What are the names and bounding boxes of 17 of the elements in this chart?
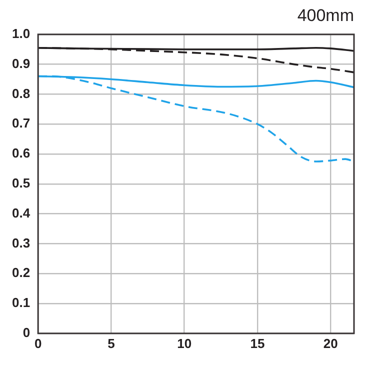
y-tick-label: 0.8 [12,86,30,101]
y-tick-label: 0.7 [12,116,30,131]
x-tick-label: 15 [250,336,265,351]
y-tick-label: 1.0 [12,26,30,41]
y-tick-label: 0.5 [12,175,30,190]
y-tick-label: 0.3 [12,235,30,250]
x-tick-label: 5 [108,336,115,351]
y-tick-label: 0.2 [12,265,30,280]
chart-title: 400mm [297,6,354,25]
y-tick-label: 0.9 [12,56,30,71]
x-tick-label: 10 [177,336,192,351]
y-tick-label: 0.4 [12,205,31,220]
y-tick-label: 0 [22,324,30,340]
y-tick-label: 0.6 [12,146,30,161]
x-tick-label: 20 [323,336,338,351]
x-tick-label: 0 [34,336,42,351]
y-tick-label: 0.1 [12,295,30,310]
